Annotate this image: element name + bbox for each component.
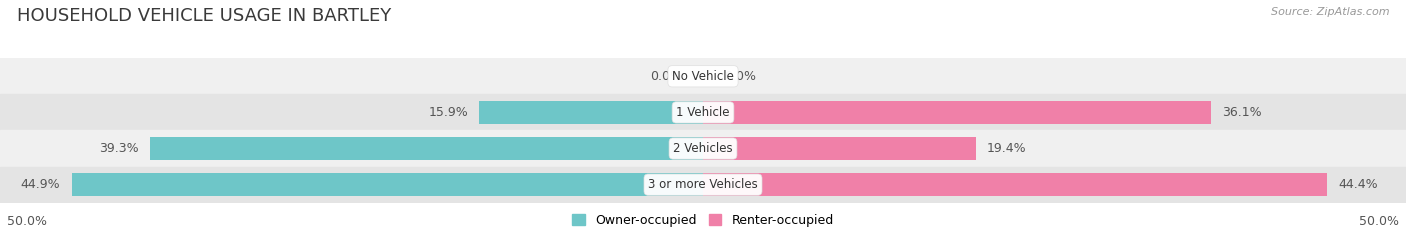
Bar [479, 101, 703, 124]
Bar [0, 94, 1406, 130]
Text: 44.4%: 44.4% [1339, 178, 1378, 191]
Text: 50.0%: 50.0% [7, 215, 46, 228]
Bar [703, 173, 1327, 196]
Text: 2 Vehicles: 2 Vehicles [673, 142, 733, 155]
Bar [150, 137, 703, 160]
Text: 36.1%: 36.1% [1222, 106, 1261, 119]
Bar [0, 167, 1406, 203]
Text: 1 Vehicle: 1 Vehicle [676, 106, 730, 119]
Bar [703, 101, 1211, 124]
Bar [72, 173, 703, 196]
Legend: Owner-occupied, Renter-occupied: Owner-occupied, Renter-occupied [572, 214, 834, 227]
Text: Source: ZipAtlas.com: Source: ZipAtlas.com [1271, 7, 1389, 17]
Text: 44.9%: 44.9% [21, 178, 60, 191]
Text: 3 or more Vehicles: 3 or more Vehicles [648, 178, 758, 191]
Text: 50.0%: 50.0% [1360, 215, 1399, 228]
Text: 0.0%: 0.0% [650, 70, 682, 83]
Text: 39.3%: 39.3% [100, 142, 139, 155]
Text: HOUSEHOLD VEHICLE USAGE IN BARTLEY: HOUSEHOLD VEHICLE USAGE IN BARTLEY [17, 7, 391, 25]
Text: 19.4%: 19.4% [987, 142, 1026, 155]
Bar [0, 58, 1406, 94]
Text: 15.9%: 15.9% [429, 106, 468, 119]
Text: No Vehicle: No Vehicle [672, 70, 734, 83]
Bar [0, 130, 1406, 167]
Text: 0.0%: 0.0% [724, 70, 756, 83]
Bar [703, 137, 976, 160]
